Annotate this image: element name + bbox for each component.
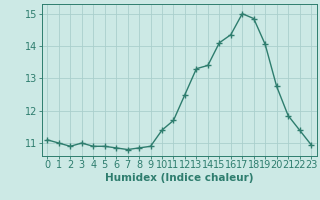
X-axis label: Humidex (Indice chaleur): Humidex (Indice chaleur) — [105, 173, 253, 183]
